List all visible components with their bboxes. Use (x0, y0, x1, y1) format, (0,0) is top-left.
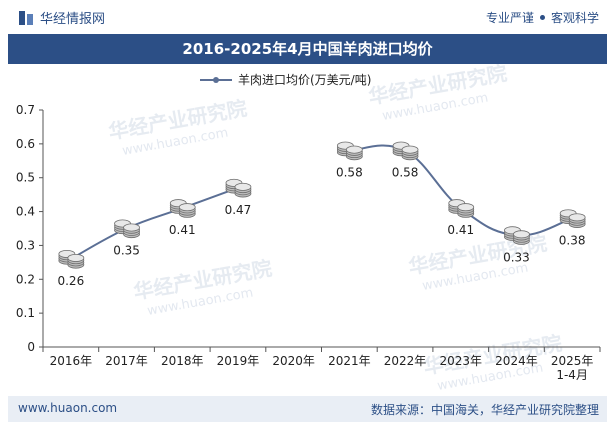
series-line (70, 186, 239, 260)
coin-marker-icon (336, 141, 363, 161)
tagline: 专业严谨 客观科学 (486, 9, 599, 26)
tagline-left: 专业严谨 (485, 11, 534, 25)
y-tick-label: 0.3 (16, 238, 35, 252)
data-label: 0.41 (447, 223, 474, 237)
chart-title: 2016-2025年4月中国羊肉进口均价 (182, 40, 433, 58)
x-tick-label: 2022年 (384, 354, 427, 368)
coin-marker-icon (448, 199, 475, 218)
coin-marker-icon (504, 226, 530, 245)
coin-marker-icon (392, 141, 419, 161)
brand: 华经情报网 (18, 8, 105, 27)
x-tick-label: 2025年 (551, 354, 594, 368)
coin-marker-icon (169, 199, 196, 218)
x-tick-label: 2019年 (217, 354, 260, 368)
line-chart: 华经产业研究院www.huaon.com华经产业研究院www.huaon.com… (16, 61, 601, 394)
data-label: 0.58 (392, 166, 419, 180)
chart-area: 华经产业研究院 www.huaon.com 华经产业研究院 www.huaon.com… (0, 61, 615, 394)
x-tick-label: 1-4月 (556, 368, 588, 382)
y-tick-label: 0.1 (16, 306, 35, 320)
title-bar: 2016-2025年4月中国羊肉进口均价 (8, 34, 607, 64)
brand-name: 华经情报网 (40, 12, 106, 27)
coin-marker-icon (225, 178, 252, 198)
y-tick-label: 0.6 (16, 137, 35, 151)
x-tick-label: 2021年 (328, 354, 371, 368)
tagline-right: 客观科学 (550, 11, 599, 25)
coin-marker-icon (114, 219, 140, 239)
footer-website: www.huaon.com (18, 401, 118, 415)
huajing-logo-icon (19, 10, 33, 25)
x-tick-label: 2020年 (272, 354, 315, 368)
top-strip: 华经情报网 专业严谨 客观科学 (0, 0, 615, 34)
legend-marker (213, 77, 219, 83)
data-label: 0.35 (113, 244, 140, 258)
series-line (349, 144, 573, 237)
data-label: 0.38 (559, 233, 586, 247)
data-label: 0.26 (57, 274, 84, 288)
footer-source: 数据来源：中国海关，华经产业研究院整理 (370, 403, 599, 417)
y-tick-label: 0.5 (16, 171, 35, 185)
coin-marker-icon (559, 209, 586, 228)
x-tick-label: 2016年 (50, 354, 93, 368)
coin-marker-icon (58, 249, 85, 269)
x-tick-label: 2023年 (439, 354, 482, 368)
data-label: 0.33 (503, 250, 530, 264)
legend-label: 羊肉进口均价(万美元/吨) (238, 72, 371, 87)
data-label: 0.41 (169, 223, 196, 237)
bullet-dot-icon (539, 15, 545, 20)
footer-bar: www.huaon.com 数据来源：中国海关，华经产业研究院整理 (8, 396, 607, 422)
y-tick-label: 0.2 (16, 272, 35, 286)
data-label: 0.58 (336, 166, 363, 180)
y-tick-label: 0 (27, 340, 35, 354)
y-tick-label: 0.7 (16, 103, 35, 117)
x-tick-label: 2018年 (161, 354, 204, 368)
y-tick-label: 0.4 (16, 205, 35, 219)
x-tick-label: 2024年 (495, 354, 538, 368)
x-tick-label: 2017年 (105, 354, 148, 368)
data-label: 0.47 (225, 203, 252, 217)
